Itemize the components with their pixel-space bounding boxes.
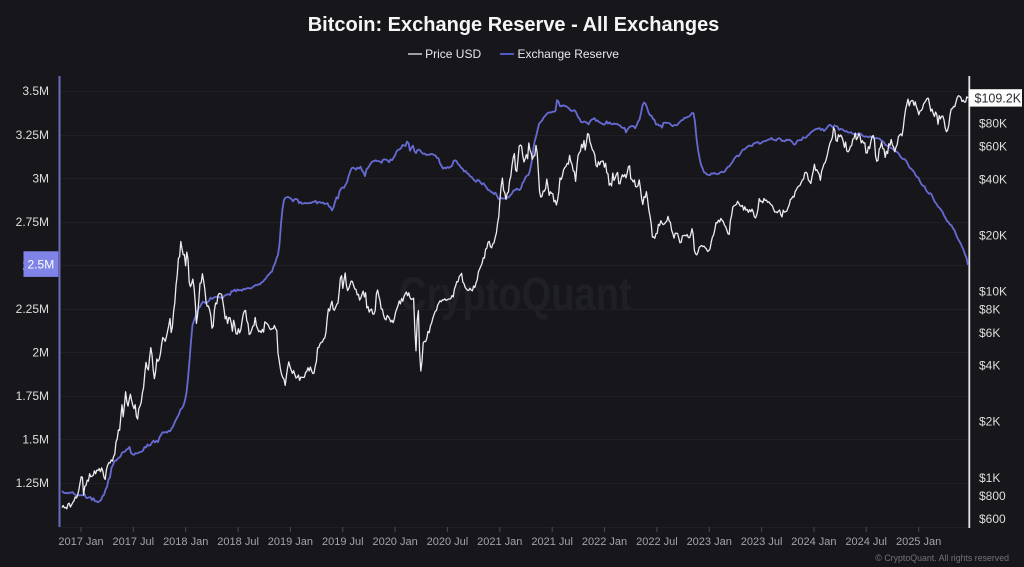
svg-text:2M: 2M: [32, 346, 49, 360]
svg-text:2022 Jan: 2022 Jan: [582, 536, 627, 548]
svg-text:2024 Jul: 2024 Jul: [845, 536, 887, 548]
svg-text:2020 Jul: 2020 Jul: [427, 536, 469, 548]
svg-text:$20K: $20K: [979, 229, 1007, 243]
svg-text:$2K: $2K: [979, 415, 1000, 429]
svg-text:2017 Jan: 2017 Jan: [58, 536, 103, 548]
svg-text:2019 Jul: 2019 Jul: [322, 536, 364, 548]
svg-text:2.75M: 2.75M: [16, 215, 49, 229]
svg-text:2020 Jan: 2020 Jan: [372, 536, 417, 548]
svg-text:2018 Jan: 2018 Jan: [163, 536, 208, 548]
svg-text:3.25M: 3.25M: [16, 128, 49, 142]
svg-text:$109.2K: $109.2K: [975, 91, 1022, 105]
svg-text:$60K: $60K: [979, 140, 1007, 154]
svg-text:$10K: $10K: [979, 285, 1007, 299]
svg-text:2025 Jan: 2025 Jan: [896, 536, 941, 548]
svg-text:$800: $800: [979, 489, 1006, 503]
svg-text:2022 Jul: 2022 Jul: [636, 536, 678, 548]
svg-text:2023 Jan: 2023 Jan: [687, 536, 732, 548]
svg-text:$600: $600: [979, 512, 1006, 526]
svg-text:$4K: $4K: [979, 359, 1000, 373]
svg-text:$1K: $1K: [979, 471, 1000, 485]
svg-text:3.5M: 3.5M: [22, 84, 49, 98]
svg-text:2021 Jul: 2021 Jul: [531, 536, 573, 548]
svg-text:3M: 3M: [32, 171, 49, 185]
svg-text:1.5M: 1.5M: [22, 433, 49, 447]
svg-text:2.25M: 2.25M: [16, 302, 49, 316]
svg-text:$40K: $40K: [979, 173, 1007, 187]
svg-text:$8K: $8K: [979, 303, 1000, 317]
svg-text:2019 Jan: 2019 Jan: [268, 536, 313, 548]
svg-text:2023 Jul: 2023 Jul: [741, 536, 783, 548]
svg-text:$80K: $80K: [979, 116, 1007, 130]
svg-text:2021 Jan: 2021 Jan: [477, 536, 522, 548]
svg-text:2024 Jan: 2024 Jan: [791, 536, 836, 548]
svg-text:$6K: $6K: [979, 326, 1000, 340]
svg-text:1.25M: 1.25M: [16, 476, 49, 490]
svg-text:2.5M: 2.5M: [28, 258, 55, 272]
svg-text:2017 Jul: 2017 Jul: [113, 536, 155, 548]
svg-text:1.75M: 1.75M: [16, 389, 49, 403]
svg-text:2018 Jul: 2018 Jul: [217, 536, 259, 548]
